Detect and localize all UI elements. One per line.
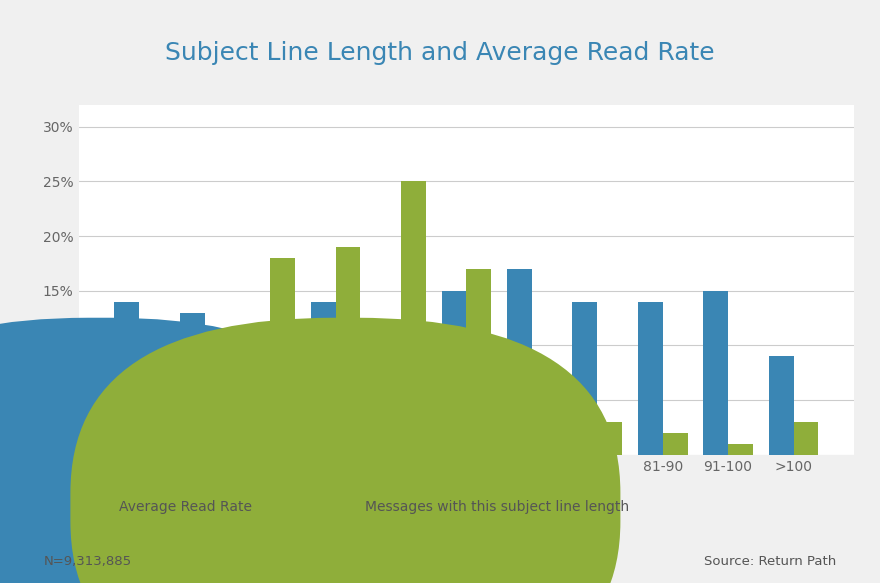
Bar bbox=[311, 302, 335, 455]
Text: Messages with this subject line length: Messages with this subject line length bbox=[365, 500, 629, 514]
Bar bbox=[246, 335, 270, 455]
Bar bbox=[598, 422, 622, 455]
Bar bbox=[180, 312, 205, 455]
Bar bbox=[401, 181, 426, 455]
Bar bbox=[572, 302, 598, 455]
Bar bbox=[335, 247, 361, 455]
Text: Subject Line Length and Average Read Rate: Subject Line Length and Average Read Rat… bbox=[165, 41, 715, 65]
Bar bbox=[205, 400, 230, 455]
Bar bbox=[703, 291, 728, 455]
Bar bbox=[139, 444, 165, 455]
Bar bbox=[794, 422, 818, 455]
Text: Source: Return Path: Source: Return Path bbox=[704, 556, 836, 568]
Text: Average Read Rate: Average Read Rate bbox=[119, 500, 252, 514]
Bar bbox=[638, 302, 663, 455]
Bar bbox=[114, 302, 139, 455]
Bar bbox=[532, 389, 557, 455]
Bar bbox=[663, 433, 687, 455]
Bar bbox=[376, 324, 401, 455]
Bar bbox=[768, 356, 794, 455]
Bar bbox=[466, 269, 491, 455]
Bar bbox=[507, 269, 532, 455]
Bar bbox=[270, 258, 295, 455]
Text: N=9,313,885: N=9,313,885 bbox=[44, 556, 132, 568]
Bar bbox=[728, 444, 753, 455]
Bar bbox=[442, 291, 466, 455]
